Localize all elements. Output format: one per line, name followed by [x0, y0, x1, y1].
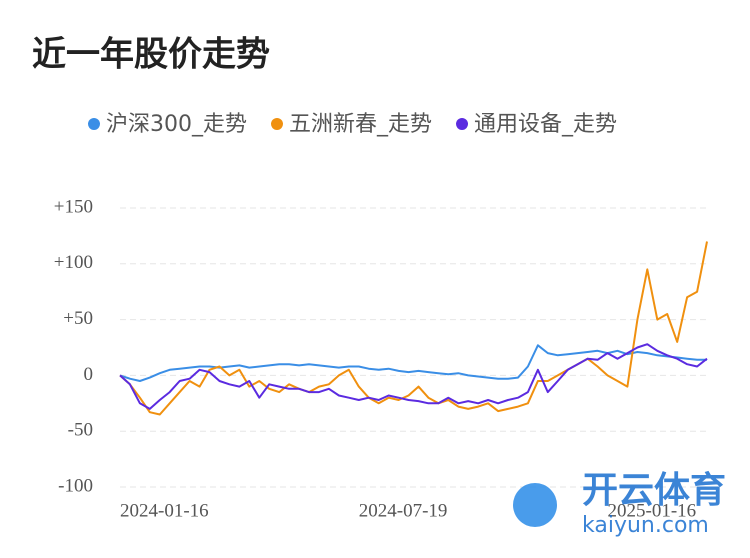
y-tick-label: +150	[54, 196, 93, 217]
watermark-brand: 开云体育	[582, 470, 726, 511]
legend-marker	[456, 118, 469, 130]
series-line	[119, 241, 708, 416]
legend: 沪深300_走势 五洲新春_走势 通用设备_走势	[88, 112, 617, 137]
y-tick-label: -50	[68, 420, 93, 441]
x-tick-label: 2024-07-19	[359, 500, 448, 521]
watermark-url: kaiyun.com	[582, 513, 709, 538]
plot: -100 -50 0 +50 +100 +150 2024-01-16 2024-07-19 2…	[54, 196, 708, 521]
y-tick-label: -100	[58, 475, 93, 496]
chart-title: 近一年股价走势	[32, 35, 270, 75]
series-line	[119, 343, 708, 410]
legend-label: 通用设备_走势	[474, 112, 617, 137]
x-tick-label: 2025-01-16	[608, 500, 697, 521]
watermark: 开云体育 kaiyun.com	[513, 470, 726, 538]
y-tick-label: +100	[54, 252, 93, 273]
y-tick-label: 0	[84, 364, 94, 385]
legend-marker	[88, 118, 100, 130]
legend-label: 沪深300_走势	[106, 112, 247, 137]
x-tick-label: 2024-01-16	[120, 500, 209, 521]
legend-marker	[271, 118, 283, 130]
y-tick-label: +50	[63, 308, 93, 329]
legend-label: 五洲新春_走势	[289, 112, 432, 137]
watermark-logo	[513, 483, 557, 527]
